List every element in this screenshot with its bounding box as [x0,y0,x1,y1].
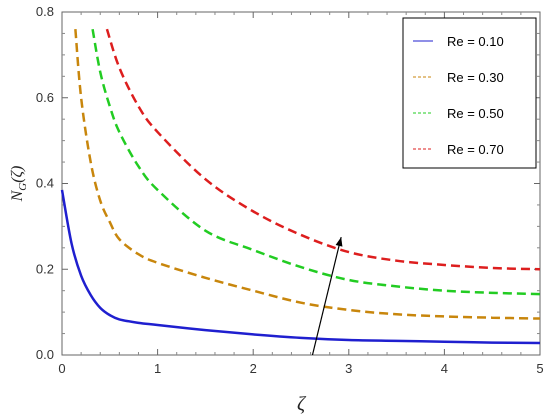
x-tick-label: 1 [154,361,161,376]
x-tick-label: 5 [536,361,543,376]
y-axis-label: NG(ζ) [9,166,29,203]
axes: 0 1 2 3 4 5 0.0 0.2 0.4 0.6 0.8 [36,4,544,376]
series-line-3 [91,28,541,296]
x-tick-label: 0 [58,361,65,376]
series-line-1 [60,189,541,345]
legend-box [402,17,537,169]
y-tick-label: 0.8 [36,4,54,19]
x-tick-label: 4 [441,361,448,376]
y-label-subscript: G [17,183,29,191]
series-line-2 [74,29,541,320]
series-group [60,28,541,345]
y-label-base: N [9,189,26,202]
trend-arrow [311,236,343,356]
legend-label-1: Re = 0.10 [447,34,504,49]
y-tick-label: 0.6 [36,90,54,105]
y-label-argument: (ζ) [9,166,26,183]
axis-labels: ζ NG(ζ) [9,166,307,415]
legend-label-4: Re = 0.70 [447,142,504,157]
legend-label-3: Re = 0.50 [447,106,504,121]
y-tick-label: 0.0 [36,347,54,362]
y-tick-label: 0.2 [36,261,54,276]
x-tick-label: 2 [250,361,257,376]
x-tick-label: 3 [345,361,352,376]
y-tick-label: 0.4 [36,176,54,191]
legend: Re = 0.10 Re = 0.30 Re = 0.50 Re = 0.70 [402,17,537,169]
trend-arrow-head [335,237,343,247]
legend-label-2: Re = 0.30 [447,70,504,85]
trend-arrow-shaft [311,236,342,356]
x-axis-label: ζ [297,393,307,415]
